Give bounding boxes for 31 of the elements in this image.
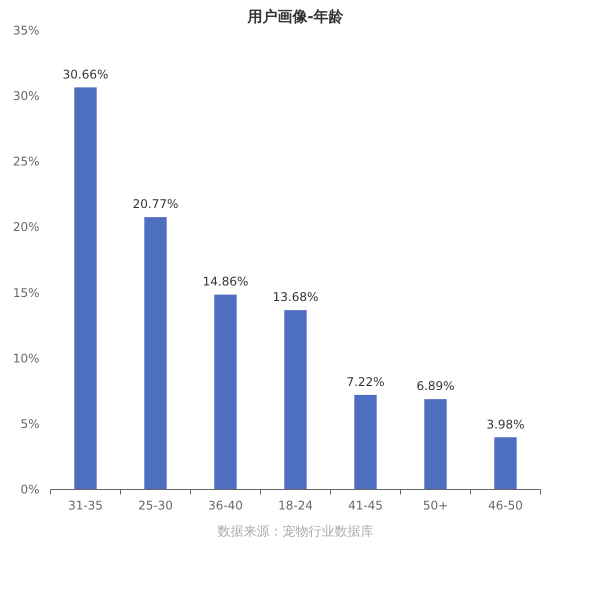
bar [284,310,307,490]
data-label: 14.86% [202,274,248,289]
data-label: 7.22% [346,374,385,389]
bar [144,217,167,490]
y-tick-label: 20% [12,220,40,234]
chart-title: 用户画像-年龄 [246,8,345,26]
x-tick-label: 41-45 [348,498,383,512]
x-tick-label: 46-50 [488,498,523,512]
data-label: 30.66% [62,67,108,82]
bar [424,399,447,490]
bar [214,294,237,490]
y-tick-label: 0% [20,482,40,496]
source-note: 数据来源：宠物行业数据库 [218,524,374,540]
y-tick-label: 15% [12,286,40,300]
y-tick-label: 30% [12,89,40,104]
x-tick-label: 18-24 [278,498,313,512]
x-tick-label: 50+ [422,498,448,512]
y-tick-label: 10% [12,351,40,366]
x-tick-label: 31-35 [68,498,103,512]
bar [494,437,517,490]
bar [74,87,97,490]
data-label: 6.89% [416,379,455,394]
x-tick-label: 36-40 [208,498,243,512]
y-tick-label: 35% [12,24,40,38]
data-label: 20.77% [132,197,178,212]
data-label: 13.68% [272,290,318,304]
y-tick-label: 25% [12,154,40,169]
bar [354,394,377,490]
y-tick-label: 5% [20,416,40,431]
data-label: 3.98% [486,417,525,432]
x-tick-label: 25-30 [138,498,173,512]
